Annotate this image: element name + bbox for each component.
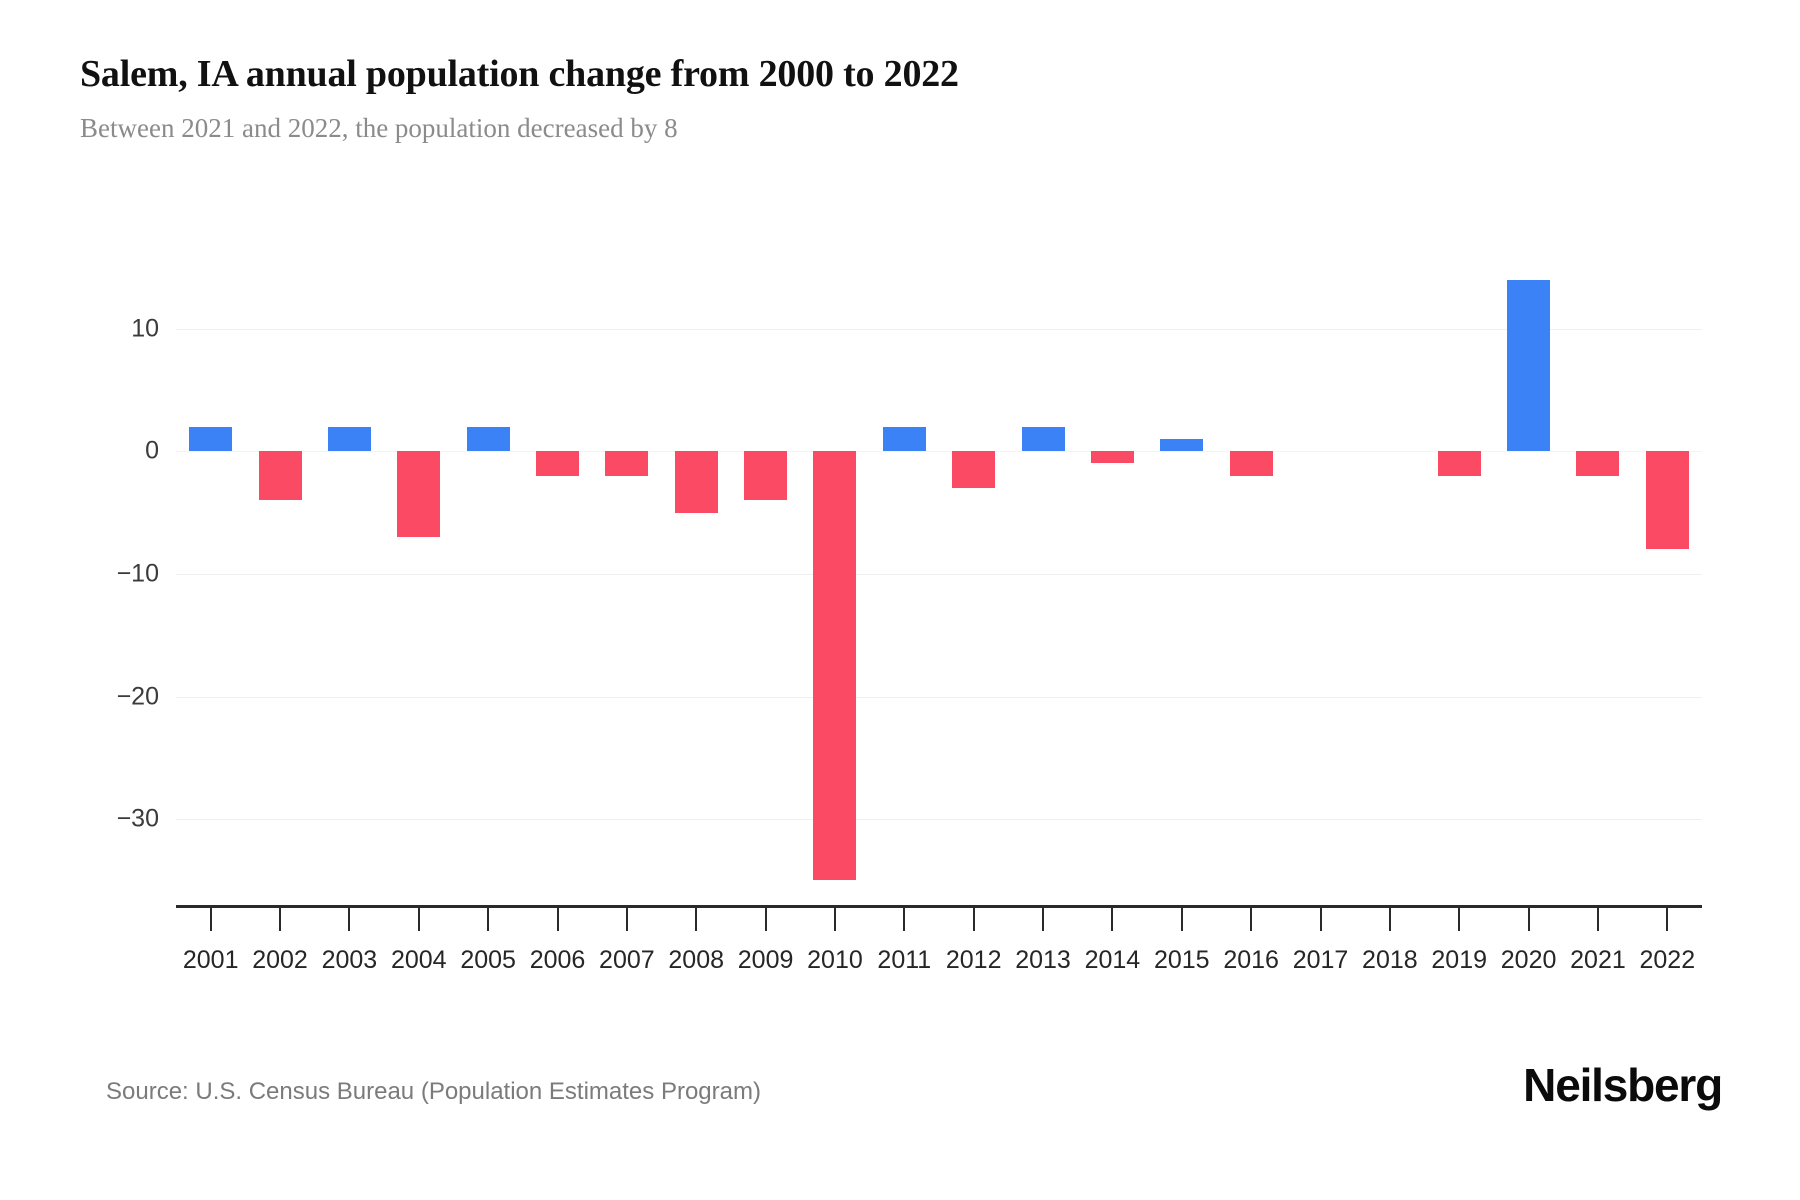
- x-axis-line: [176, 905, 1702, 908]
- x-tick-label-2004: 2004: [390, 946, 447, 974]
- bar-series: [176, 255, 1702, 905]
- bar-2020[interactable]: [1507, 279, 1551, 452]
- bar-2015[interactable]: [1160, 438, 1204, 452]
- x-tick: [348, 905, 351, 931]
- x-tick-label-2002: 2002: [252, 946, 308, 974]
- x-tick-label-2015: 2015: [1153, 946, 1210, 974]
- gridline: [176, 819, 1702, 821]
- x-tick-label-2017: 2017: [1292, 946, 1349, 974]
- x-tick: [1111, 905, 1114, 931]
- bar-2001[interactable]: [189, 426, 233, 452]
- bar-2004[interactable]: [397, 451, 441, 538]
- x-tick: [1180, 905, 1183, 931]
- x-tick: [417, 905, 420, 931]
- bar-2013[interactable]: [1021, 426, 1065, 452]
- gridline: [176, 696, 1702, 698]
- neilsberg-logo: Neilsberg: [1523, 1059, 1723, 1111]
- bar-2006[interactable]: [535, 451, 579, 476]
- x-tick: [625, 905, 628, 931]
- x-tick: [1596, 905, 1599, 931]
- x-tick-label-2008: 2008: [668, 946, 725, 974]
- x-tick: [1666, 905, 1669, 931]
- bar-2021[interactable]: [1576, 451, 1620, 476]
- x-tick-label-2011: 2011: [877, 946, 932, 974]
- bar-2016[interactable]: [1229, 451, 1273, 476]
- x-tick-label-2009: 2009: [737, 946, 794, 974]
- x-tick-label-2019: 2019: [1431, 946, 1488, 974]
- y-tick-label: −30: [116, 804, 159, 833]
- x-tick-label-2021: 2021: [1570, 946, 1626, 974]
- bar-2011[interactable]: [882, 426, 926, 452]
- x-tick-label-2012: 2012: [945, 946, 1002, 974]
- x-tick-label-2020: 2020: [1500, 946, 1557, 974]
- bar-2009[interactable]: [744, 451, 788, 501]
- x-tick: [1319, 905, 1322, 931]
- y-tick-label: 10: [131, 314, 159, 343]
- bar-2008[interactable]: [674, 451, 718, 513]
- bar-2005[interactable]: [466, 426, 510, 452]
- x-tick-label-2003: 2003: [321, 946, 378, 974]
- bar-2012[interactable]: [952, 451, 996, 488]
- bar-2014[interactable]: [1090, 451, 1134, 464]
- y-axis-labels: 10 0 −10 −20 −30: [60, 255, 160, 905]
- chart-subtitle: Between 2021 and 2022, the population de…: [80, 112, 678, 143]
- x-tick-label-2005: 2005: [460, 946, 516, 974]
- zero-line: [176, 451, 1702, 453]
- x-tick: [1527, 905, 1530, 931]
- x-tick-label-2013: 2013: [1015, 946, 1071, 974]
- x-tick: [1388, 905, 1391, 931]
- x-tick: [833, 905, 836, 931]
- x-tick: [972, 905, 975, 931]
- x-tick: [1250, 905, 1253, 931]
- gridline: [176, 573, 1702, 575]
- x-tick: [279, 905, 282, 931]
- y-tick-label: −20: [116, 682, 159, 710]
- x-tick: [764, 905, 767, 931]
- bar-2003[interactable]: [327, 426, 371, 452]
- x-tick-label-2016: 2016: [1223, 946, 1279, 974]
- x-tick-label-2006: 2006: [529, 946, 586, 974]
- x-tick-label-2001: 2001: [182, 946, 239, 974]
- source-note: Source: U.S. Census Bureau (Population E…: [106, 1078, 761, 1105]
- y-tick-label: −10: [116, 559, 159, 588]
- x-tick-label-2007: 2007: [599, 946, 655, 974]
- x-tick-label-2022: 2022: [1639, 946, 1696, 974]
- plot-area: [176, 255, 1702, 905]
- chart-title: Salem, IA annual population change from …: [80, 53, 959, 95]
- x-tick: [556, 905, 559, 931]
- x-tick: [487, 905, 490, 931]
- x-tick-label-2018: 2018: [1362, 946, 1418, 974]
- chart-header: Salem, IA annual population change from …: [80, 52, 1730, 144]
- x-tick: [209, 905, 212, 931]
- y-tick-label: 0: [145, 436, 159, 465]
- x-tick: [903, 905, 906, 931]
- bar-2010[interactable]: [813, 451, 857, 881]
- x-tick: [1042, 905, 1045, 931]
- bar-2002[interactable]: [258, 451, 302, 501]
- bar-2019[interactable]: [1437, 451, 1481, 476]
- x-tick-label-2014: 2014: [1084, 946, 1141, 974]
- x-tick: [695, 905, 698, 931]
- bar-2022[interactable]: [1645, 451, 1689, 550]
- gridline: [176, 328, 1702, 330]
- x-tick: [1458, 905, 1461, 931]
- x-tick-label-2010: 2010: [807, 946, 863, 974]
- bar-2007[interactable]: [605, 451, 649, 476]
